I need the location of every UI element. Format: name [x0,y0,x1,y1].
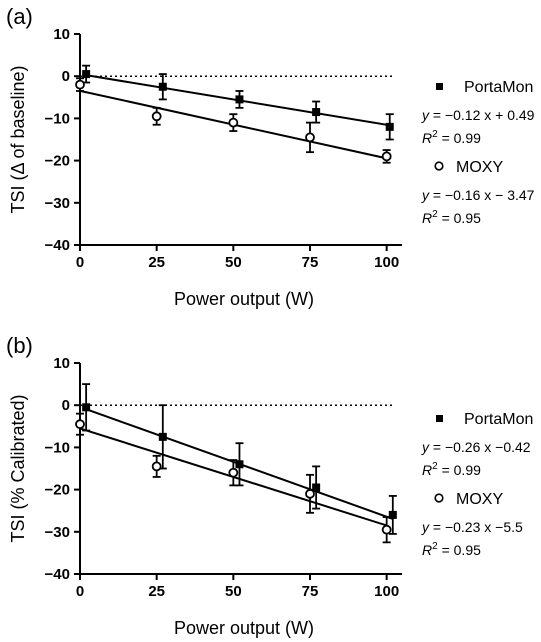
series-moxy [75,77,392,164]
series-portamon [82,64,394,141]
r-squared-sup: 2 [432,541,438,552]
r-squared-var: R [422,130,432,146]
x-tick-label: 25 [148,254,165,271]
data-point-portamon [82,70,91,79]
series-portamon [82,383,397,535]
y-axis-title: TSI (Δ of baseline) [8,65,28,213]
data-point-portamon [82,403,91,412]
x-axis-title: Power output (W) [174,618,314,638]
data-point-portamon [312,108,321,117]
r-squared-portamon: R2 = 0.99 [422,461,481,478]
x-tick-label: 75 [302,254,319,271]
x-tick-label: 50 [225,583,242,600]
r-squared-rhs: = 0.99 [438,130,481,146]
x-axis-title: Power output (W) [174,289,314,309]
data-point-moxy [151,111,162,122]
r-squared-rhs: = 0.99 [438,462,481,478]
equation-rhs: = −0.23 x −5.5 [429,519,523,535]
data-point-portamon [388,510,397,519]
legend-label-moxy: MOXY [456,491,503,508]
r-squared-sup: 2 [432,461,438,472]
equation-rhs: = −0.16 x − 3.47 [429,187,535,203]
x-tick-label: 0 [76,583,84,600]
y-tick-label: 10 [53,26,70,43]
equation-var: y [421,107,430,123]
data-point-portamon [158,82,167,91]
data-point-moxy [151,461,162,472]
x-tick-label: 100 [374,583,399,600]
legend-symbol-moxy [434,493,444,503]
r-squared-rhs: = 0.95 [438,210,481,226]
data-point-moxy [75,79,85,90]
equation-moxy: y = −0.16 x − 3.47 [421,187,535,203]
y-tick-label: −30 [45,524,70,541]
data-point-moxy [305,488,315,499]
x-tick-label: 50 [225,254,242,271]
y-tick-label: 0 [62,68,70,85]
y-tick-label: −20 [45,153,70,170]
x-tick-label: 75 [302,583,319,600]
data-point-moxy [381,524,392,535]
panel-label: (b) [6,333,33,358]
y-tick-label: −10 [45,110,70,127]
legend-symbol-moxy [434,161,444,171]
y-tick-label: 0 [62,397,70,414]
legend-label-moxy: MOXY [456,159,503,176]
x-tick-label: 0 [76,254,84,271]
legend-label-portamon: PortaMon [464,411,533,428]
r-squared-sup: 2 [432,129,438,140]
legend-label-portamon: PortaMon [464,79,533,96]
equation-rhs: = −0.12 x + 0.49 [429,107,535,123]
data-point-moxy [305,132,315,143]
panel-label: (a) [6,4,33,29]
y-tick-label: −40 [45,237,70,254]
data-point-portamon [235,460,244,469]
y-tick-label: −40 [45,566,70,583]
equation-rhs: = −0.26 x −0.42 [429,439,531,455]
y-tick-label: 10 [53,355,70,372]
data-point-portamon [312,483,321,492]
data-point-moxy [228,467,239,478]
data-point-moxy [228,117,239,128]
r-squared-sup: 2 [432,209,438,220]
legend-symbol-portamon [436,415,443,422]
r-squared-moxy: R2 = 0.95 [422,209,481,226]
y-tick-label: −10 [45,439,70,456]
y-tick-label: −30 [45,195,70,212]
data-point-moxy [381,151,392,162]
data-point-portamon [158,432,167,441]
y-axis-title: TSI (% Calibrated) [8,394,28,542]
r-squared-var: R [422,210,432,226]
equation-portamon: y = −0.12 x + 0.49 [421,107,535,123]
r-squared-moxy: R2 = 0.95 [422,541,481,558]
data-point-moxy [75,419,85,430]
x-tick-label: 100 [374,254,399,271]
r-squared-var: R [422,542,432,558]
r-squared-var: R [422,462,432,478]
x-tick-label: 25 [148,583,165,600]
equation-portamon: y = −0.26 x −0.42 [421,439,531,455]
equation-var: y [421,439,430,455]
equation-var: y [421,187,430,203]
data-point-portamon [385,122,394,131]
equation-moxy: y = −0.23 x −5.5 [421,519,523,535]
y-tick-label: −20 [45,482,70,499]
series-moxy [75,412,392,544]
data-point-portamon [235,95,244,104]
r-squared-rhs: = 0.95 [438,542,481,558]
legend-symbol-portamon [436,83,443,90]
r-squared-portamon: R2 = 0.99 [422,129,481,146]
equation-var: y [421,519,430,535]
